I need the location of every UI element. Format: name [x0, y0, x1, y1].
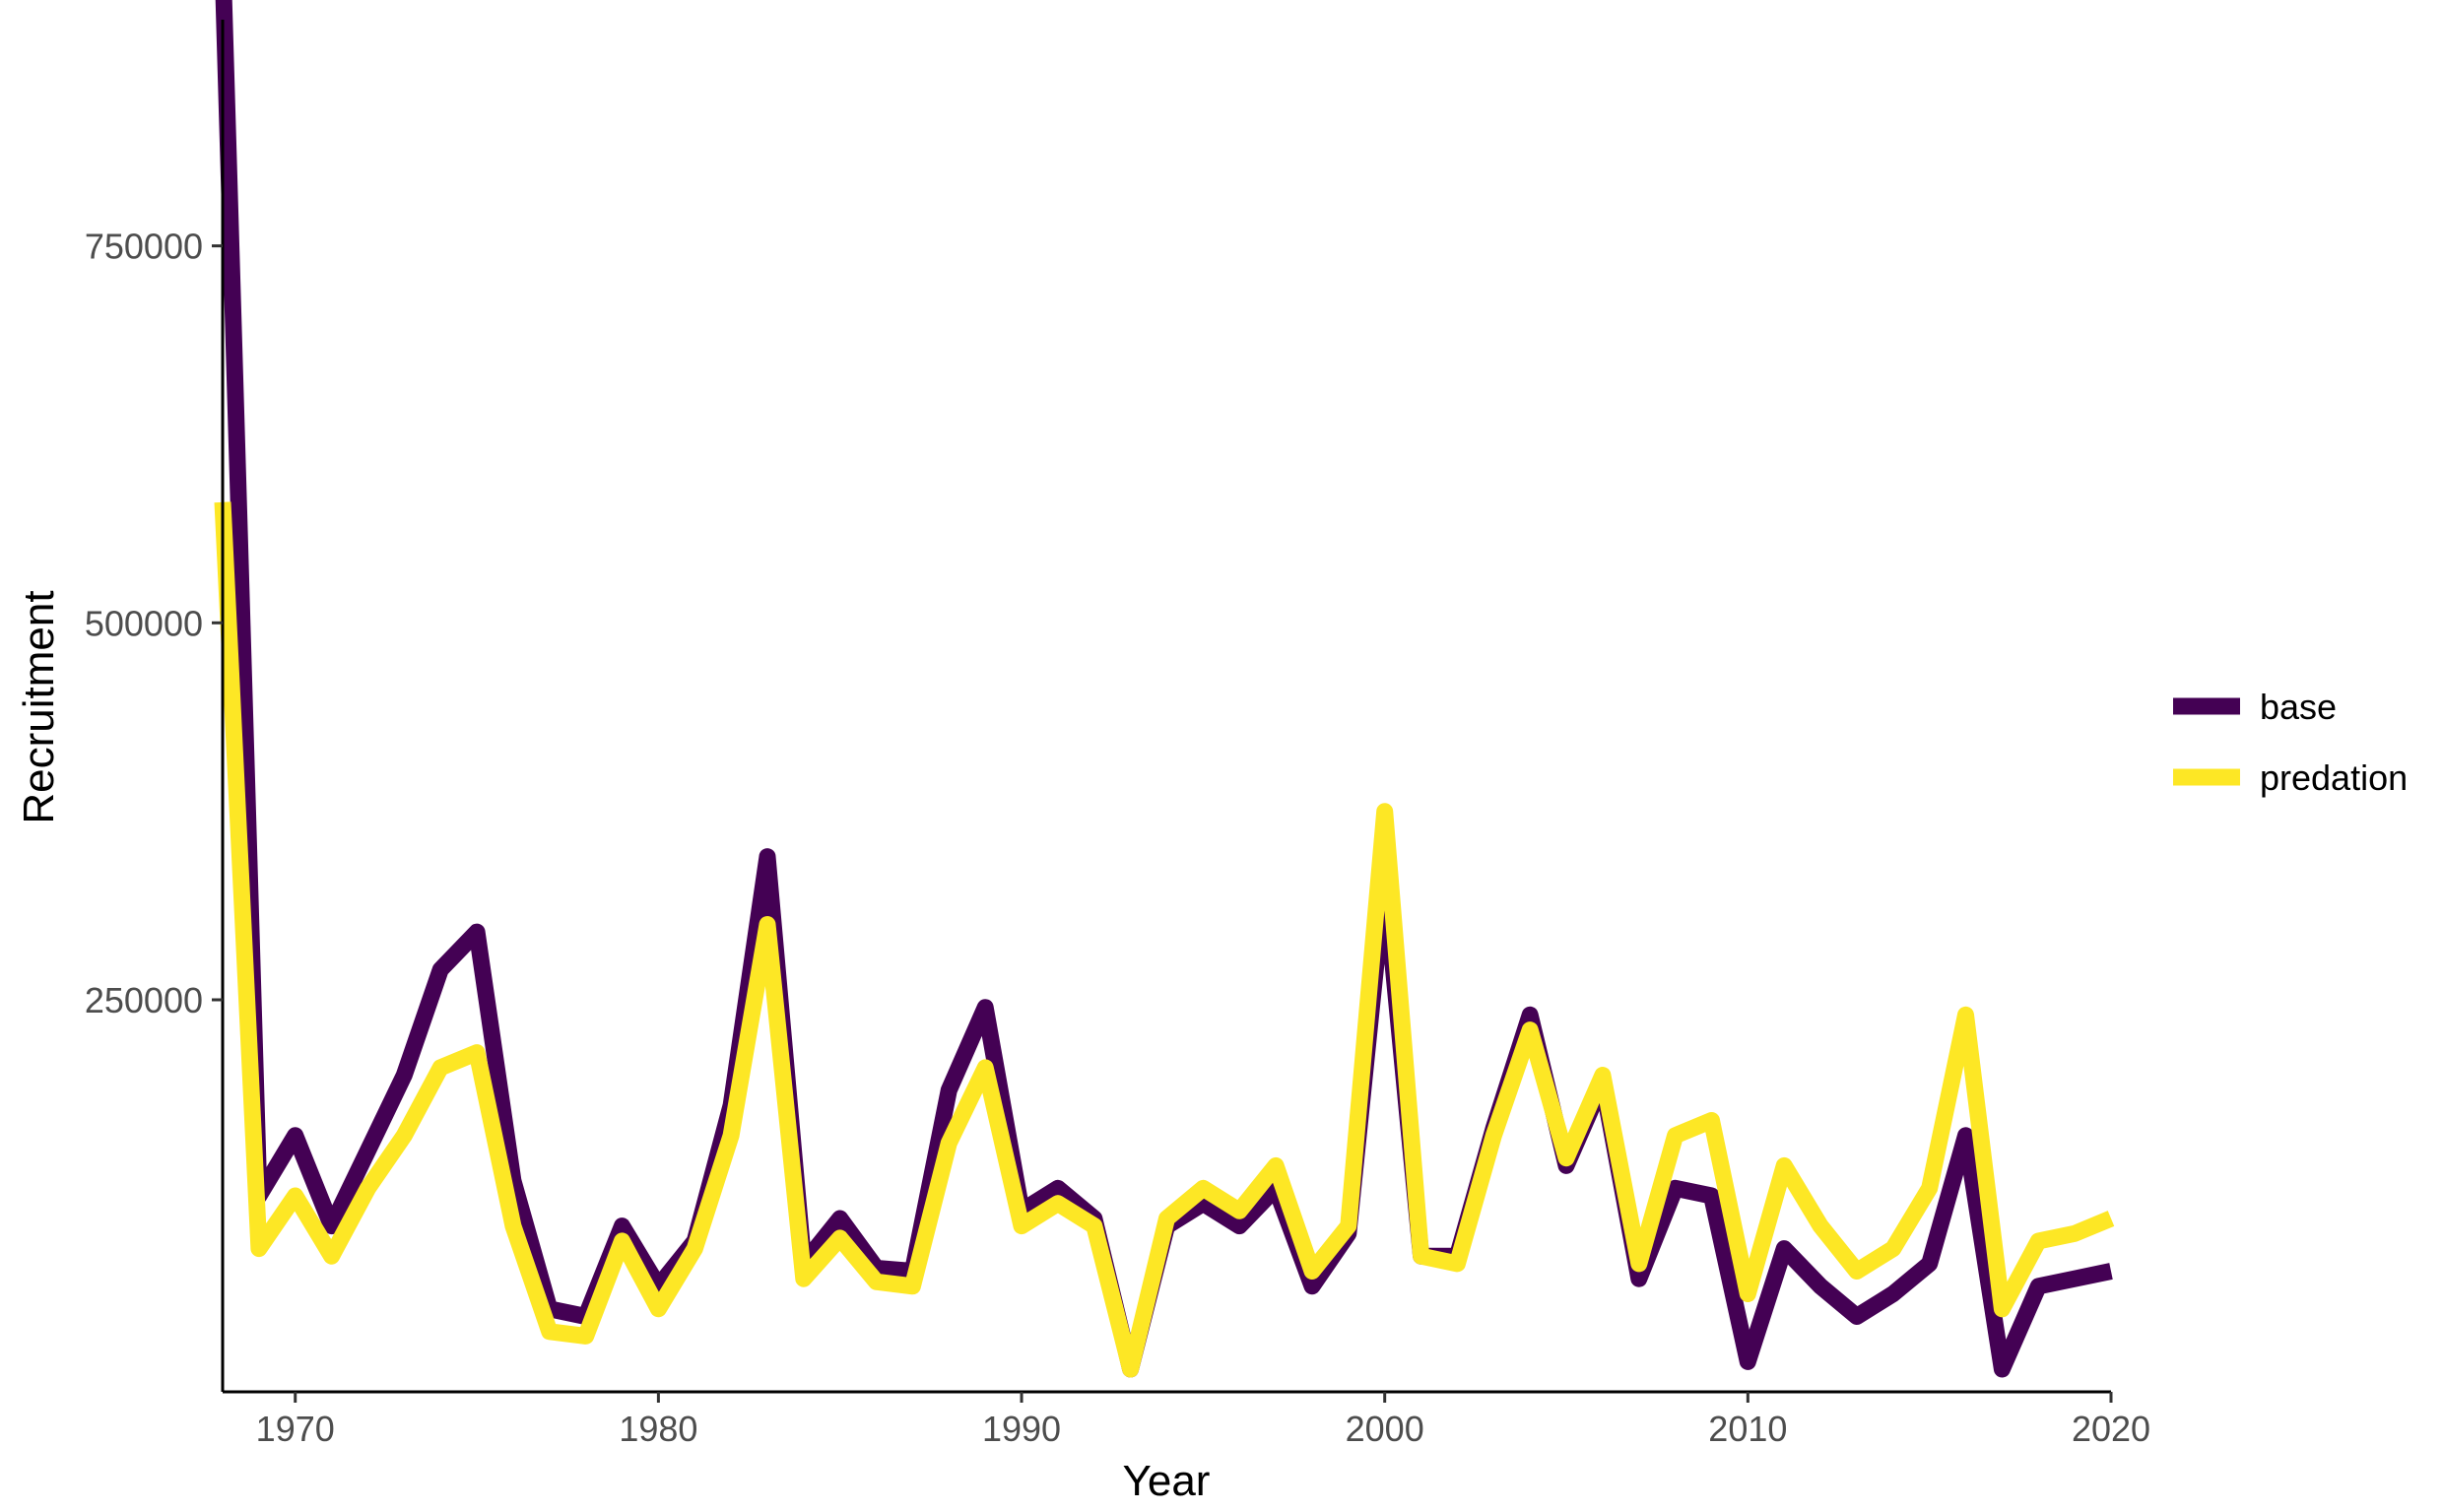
- x-tick-label: 1990: [982, 1409, 1061, 1449]
- x-ticks: 1970 1980 1990 2000 2010 2020: [256, 1392, 2150, 1449]
- y-ticks: 250000 500000 750000: [85, 227, 223, 1020]
- y-tick-label: 250000: [85, 980, 203, 1020]
- series-line-predation: [214, 501, 2115, 1378]
- x-axis-title: Year: [1123, 1457, 1211, 1505]
- legend-label-predation: predation: [2260, 757, 2408, 798]
- y-tick-label: 750000: [85, 227, 203, 267]
- series-layer: [214, 0, 2115, 1378]
- x-tick-label: 2010: [1708, 1409, 1787, 1449]
- axes: [221, 20, 2111, 1394]
- x-tick-label: 2000: [1346, 1409, 1424, 1449]
- x-tick-label: 1980: [619, 1409, 697, 1449]
- x-tick-label: 2020: [2072, 1409, 2150, 1449]
- x-tick-label: 1970: [256, 1409, 335, 1449]
- y-axis-title: Recruitment: [15, 590, 63, 823]
- y-tick-label: 500000: [85, 603, 203, 643]
- legend: base predation: [2173, 687, 2408, 798]
- legend-label-base: base: [2260, 687, 2337, 727]
